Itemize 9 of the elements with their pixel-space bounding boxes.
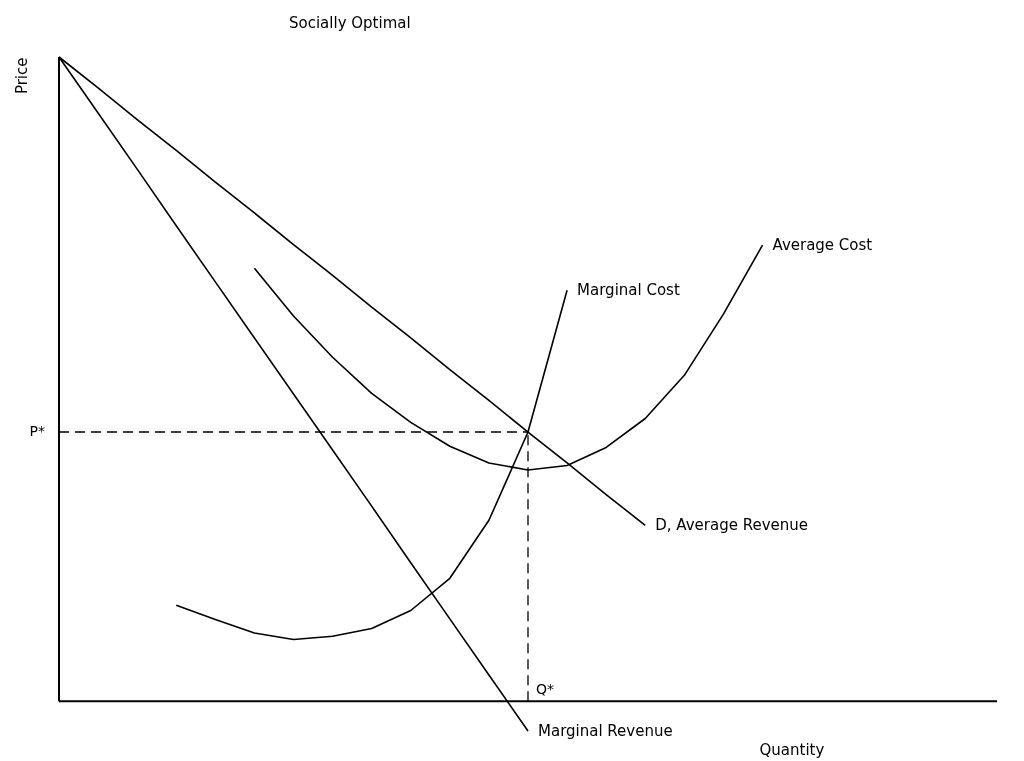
series-label: Marginal Cost xyxy=(577,281,680,300)
chart-title: Socially Optimal xyxy=(289,14,411,32)
series-label: D, Average Revenue xyxy=(655,516,809,535)
x-axis-title: Quantity xyxy=(759,740,825,759)
ref-line-label: P* xyxy=(29,423,45,440)
series-label: Marginal Revenue xyxy=(538,722,673,740)
y-axis-title: Price xyxy=(12,57,31,95)
annotation: Q* xyxy=(536,681,555,698)
series-label: Average Cost xyxy=(772,236,873,255)
